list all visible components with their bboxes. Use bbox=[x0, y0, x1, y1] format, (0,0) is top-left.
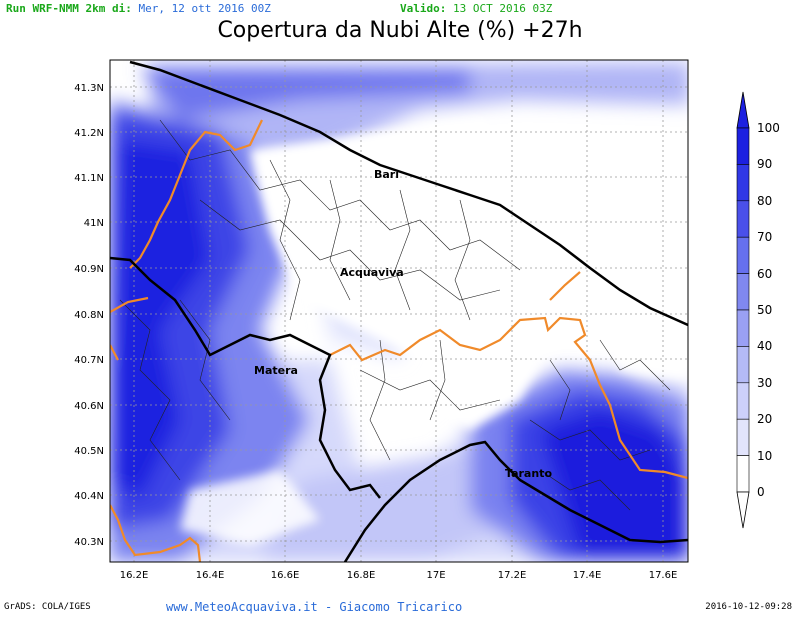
colorbar-label: 70 bbox=[757, 230, 772, 244]
colorbar-swatch bbox=[736, 200, 750, 238]
lat-label: 41N bbox=[84, 218, 104, 229]
run-info: Run WRF-NMM 2km di: Mer, 12 ott 2016 00Z bbox=[6, 2, 271, 15]
colorbar-label: 20 bbox=[757, 412, 772, 426]
cloud-field bbox=[110, 62, 688, 562]
city-markers: Bari Acquaviva Matera Taranto bbox=[254, 168, 552, 480]
footer-credit: GrADS: COLA/IGES bbox=[4, 602, 91, 612]
colorbar-swatch bbox=[736, 127, 750, 165]
colorbar-label: 50 bbox=[757, 303, 772, 317]
colorbar-swatch bbox=[736, 346, 750, 384]
lon-label: 16.4E bbox=[196, 570, 225, 581]
colorbar-swatch bbox=[736, 455, 750, 493]
colorbar-swatch bbox=[736, 382, 750, 420]
lat-label: 40.8N bbox=[74, 310, 104, 321]
run-value: Mer, 12 ott 2016 00Z bbox=[138, 2, 271, 15]
lat-label: 40.9N bbox=[74, 264, 104, 275]
city-matera: Matera bbox=[254, 364, 298, 377]
grid-lines bbox=[110, 60, 688, 562]
lat-label: 41.1N bbox=[74, 173, 104, 184]
municipal-boundaries bbox=[119, 119, 671, 511]
run-label: Run WRF-NMM 2km di: bbox=[6, 2, 132, 15]
colorbar-swatch bbox=[736, 164, 750, 202]
lon-label: 16.8E bbox=[347, 570, 376, 581]
lat-label: 40.6N bbox=[74, 401, 104, 412]
colorbar-label: 60 bbox=[757, 267, 772, 281]
lon-label: 17.4E bbox=[573, 570, 602, 581]
valid-value: 13 OCT 2016 03Z bbox=[452, 2, 553, 15]
city-acquaviva: Acquaviva bbox=[340, 266, 404, 279]
colorbar-swatch bbox=[736, 418, 750, 456]
map-frame bbox=[109, 59, 689, 563]
valid-info: Valido: 13 OCT 2016 03Z bbox=[400, 2, 552, 15]
colorbar-label: 90 bbox=[757, 157, 772, 171]
colorbar-label: 100 bbox=[757, 121, 780, 135]
colorbar-label: 0 bbox=[757, 485, 765, 499]
lat-label: 41.3N bbox=[74, 83, 104, 94]
colorbar-top-arrow bbox=[736, 91, 750, 129]
colorbar-label: 80 bbox=[757, 194, 772, 208]
colorbar-label: 30 bbox=[757, 376, 772, 390]
lat-label: 40.7N bbox=[74, 355, 104, 366]
lat-label: 40.5N bbox=[74, 446, 104, 457]
colorbar: 100 90 80 70 60 50 40 30 20 10 0 bbox=[736, 91, 780, 529]
city-bari: Bari bbox=[374, 168, 399, 181]
lon-label: 17.2E bbox=[498, 570, 527, 581]
colorbar-swatch bbox=[736, 273, 750, 311]
lat-label: 40.3N bbox=[74, 537, 104, 548]
colorbar-swatches bbox=[736, 127, 750, 493]
colorbar-swatch bbox=[736, 236, 750, 274]
regional-boundaries bbox=[110, 119, 688, 562]
valid-label: Valido: bbox=[400, 2, 447, 15]
colorbar-label: 40 bbox=[757, 339, 772, 353]
lat-label: 41.2N bbox=[74, 128, 104, 139]
city-taranto: Taranto bbox=[505, 467, 552, 480]
colorbar-swatch bbox=[736, 309, 750, 347]
map-title: Copertura da Nubi Alte (%) +27h bbox=[217, 18, 583, 43]
lat-label: 40.4N bbox=[74, 491, 104, 502]
lon-label: 16.6E bbox=[271, 570, 300, 581]
lon-label: 16.2E bbox=[120, 570, 149, 581]
colorbar-bottom-arrow bbox=[736, 491, 750, 529]
colorbar-label: 10 bbox=[757, 449, 772, 463]
lon-label: 17.6E bbox=[649, 570, 678, 581]
footer-timestamp: 2016-10-12-09:28 bbox=[705, 602, 792, 612]
coastlines bbox=[110, 60, 688, 562]
footer-website: www.MeteoAcquaviva.it - Giacomo Tricaric… bbox=[166, 600, 463, 614]
lon-label: 17E bbox=[426, 570, 445, 581]
lat-axis: 41.3N 41.2N 41.1N 41N 40.9N 40.8N 40.7N … bbox=[74, 83, 104, 548]
lon-axis: 16.2E 16.4E 16.6E 16.8E 17E 17.2E 17.4E … bbox=[120, 570, 678, 581]
